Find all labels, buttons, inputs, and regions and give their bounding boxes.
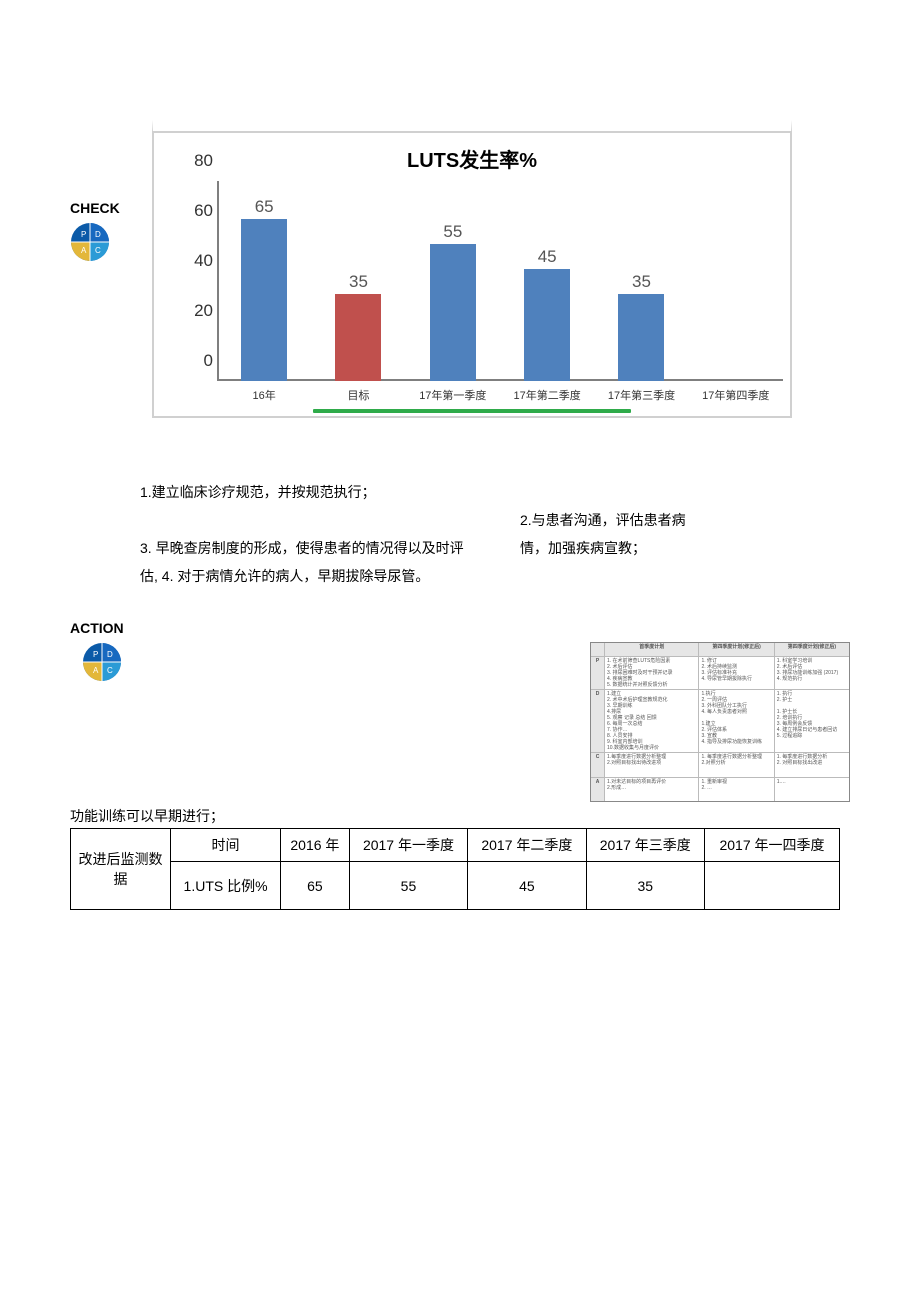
table-row: 改进后监测数据 时间 2016 年 2017 年一季度 2017 年二季度 20… — [71, 829, 840, 862]
tiny-cell: D — [591, 690, 605, 752]
action-plan-table: 首季度计划第四季度计划(修正后)第四季度计划(修正后)P1. 在术前筛查LUTS… — [590, 642, 850, 802]
tiny-row: C1.每季度进行数据分析整理 2.对照目标找出待改进项1. 每季度进行数据分析整… — [591, 753, 849, 778]
note-1: 1.建立临床诊疗规范，并按规范执行； — [140, 478, 850, 506]
note-3a — [140, 506, 520, 534]
cell-q3: 35 — [586, 862, 704, 910]
cell-q2: 45 — [468, 862, 586, 910]
tiny-cell: 1. 在术前筛查LUTS危险因素 2. 术后评估 3. 排尿困难时及时干预并记录… — [605, 657, 699, 689]
pdca-icon-2: P D A C — [82, 642, 122, 682]
x-labels: 16年目标17年第一季度17年第二季度17年第三季度17年第四季度 — [217, 387, 783, 403]
bar-value-label: 55 — [443, 222, 462, 242]
y-tick: 0 — [204, 351, 213, 371]
bar — [335, 294, 381, 382]
bar-value-label: 45 — [538, 247, 557, 267]
tiny-th: 首季度计划 — [605, 643, 699, 656]
th-q4: 2017 年一四季度 — [704, 829, 839, 862]
bar — [241, 219, 287, 382]
tiny-cell: 1.对未达目标的项目再评价 2.形成… — [605, 778, 699, 802]
tiny-cell: 1.建立 2. 术中术后护理宣教规范化 3. 早期训练 4.排尿 5. 观察 记… — [605, 690, 699, 752]
pdca-icon: P D A C — [70, 222, 110, 262]
cell-2016: 65 — [281, 862, 350, 910]
monitor-rowlabel: 改进后监测数据 — [71, 829, 171, 910]
note-3: 3. 早晚查房制度的形成，使得患者的情况得以及时评 — [140, 534, 520, 562]
bar-slot: 35 — [311, 181, 405, 381]
bar-slot: 55 — [406, 181, 500, 381]
training-note: 功能训练可以早期进行； — [70, 806, 850, 826]
bar-slot: 65 — [217, 181, 311, 381]
bar-value-label: 35 — [349, 272, 368, 292]
x-label: 17年第二季度 — [500, 387, 594, 403]
th-time: 时间 — [171, 829, 281, 862]
tiny-row: A1.对未达目标的项目再评价 2.形成…1. 重新审视 2. …1.… — [591, 778, 849, 802]
cell-q1: 55 — [349, 862, 467, 910]
tiny-cell: 1. 科室学习培训 2. 术后评估 3. 排尿功能训练加强 (2017) 4. … — [775, 657, 849, 689]
luts-chart: LUTS发生率% 0 20 40 60 80 65 35 55 45 35 16年目标17年第一… — [152, 120, 792, 418]
chart-title: LUTS发生率% — [153, 136, 791, 177]
bars-container: 65 35 55 45 35 — [217, 181, 783, 381]
bar-value-label: 65 — [255, 197, 274, 217]
action-section: ACTION P D A C 首季度计划第四季度计划(修正后)第四季度计划(修正… — [70, 620, 850, 802]
note-2b: 情，加强疾病宣教； — [520, 534, 850, 562]
th-2016: 2016 年 — [281, 829, 350, 862]
tiny-cell: C — [591, 753, 605, 777]
bar — [618, 294, 664, 382]
check-label: CHECK — [70, 200, 142, 216]
tiny-th: 第四季度计划(修正后) — [775, 643, 849, 656]
x-label: 目标 — [311, 387, 405, 403]
table-row: 1.UTS 比例% 65 55 45 35 — [71, 862, 840, 910]
th-q2: 2017 年二季度 — [468, 829, 586, 862]
tiny-cell: 1. 修订 2. 术后持续监测 3. 评估标准补充 4. 导尿管早期拔除执行 — [699, 657, 774, 689]
tiny-row: P1. 在术前筛查LUTS危险因素 2. 术后评估 3. 排尿困难时及时干预并记… — [591, 657, 849, 690]
svg-text:A: A — [93, 666, 99, 675]
action-label: ACTION — [70, 620, 850, 636]
tiny-row: D1.建立 2. 术中术后护理宣教规范化 3. 早期训练 4.排尿 5. 观察 … — [591, 690, 849, 753]
tiny-cell: A — [591, 778, 605, 802]
chart-area: 020406080 6535554535 16年目标17年第一季度17年第二季度… — [153, 177, 791, 407]
y-tick: 80 — [194, 151, 213, 171]
y-tick: 60 — [194, 201, 213, 221]
th-q3: 2017 年三季度 — [586, 829, 704, 862]
x-label: 17年第三季度 — [594, 387, 688, 403]
check-notes: 1.建立临床诊疗规范，并按规范执行； 2.与患者沟通，评估患者病 3. 早晚查房… — [140, 478, 850, 590]
y-axis: 020406080 — [171, 177, 217, 381]
bar-slot: 35 — [594, 181, 688, 381]
tiny-th — [591, 643, 605, 656]
x-label: 16年 — [217, 387, 311, 403]
tiny-cell: P — [591, 657, 605, 689]
cell-q4 — [704, 862, 839, 910]
check-section: CHECK P D A C LUTS发生率% 0 20 40 60 — [70, 120, 850, 418]
check-left: CHECK P D A C — [70, 120, 142, 262]
tiny-th: 第四季度计划(修正后) — [699, 643, 774, 656]
tiny-cell: 1. 重新审视 2. … — [699, 778, 774, 802]
note-4: 估, 4. 对于病情允许的病人，早期拔除导尿管。 — [140, 562, 850, 590]
svg-text:C: C — [107, 666, 113, 675]
bar-value-label: 35 — [632, 272, 651, 292]
metric-label: 1.UTS 比例% — [171, 862, 281, 910]
tiny-cell: 1.执行 2. 一周评估 3. 外科团队分工执行 4. 每人负责患者对照 1.建… — [699, 690, 774, 752]
svg-text:D: D — [95, 230, 101, 239]
tiny-cell: 1. 每季度进行数据分析 2. 对照目标找出改进 — [775, 753, 849, 777]
svg-text:A: A — [81, 246, 87, 255]
svg-text:C: C — [95, 246, 101, 255]
th-q1: 2017 年一季度 — [349, 829, 467, 862]
bar — [430, 244, 476, 382]
x-label: 17年第四季度 — [689, 387, 783, 403]
note-2a: 2.与患者沟通，评估患者病 — [520, 506, 850, 534]
svg-text:D: D — [107, 650, 113, 659]
svg-text:P: P — [93, 650, 98, 659]
tiny-cell: 1.每季度进行数据分析整理 2.对照目标找出待改进项 — [605, 753, 699, 777]
y-tick: 40 — [194, 251, 213, 271]
bar-slot: 45 — [500, 181, 594, 381]
monitor-table: 改进后监测数据 时间 2016 年 2017 年一季度 2017 年二季度 20… — [70, 828, 840, 910]
tiny-cell: 1. 每季度进行数据分析整理 2.对照分析 — [699, 753, 774, 777]
chart-bottom-accent — [313, 409, 631, 413]
bar-slot — [689, 181, 783, 381]
bar — [524, 269, 570, 382]
svg-text:P: P — [81, 230, 86, 239]
tiny-cell: 1. 执行 2. 护士 1. 护士长 2. 培训执行 3. 每周例会反馈 4. … — [775, 690, 849, 752]
x-label: 17年第一季度 — [406, 387, 500, 403]
y-tick: 20 — [194, 301, 213, 321]
tiny-cell: 1.… — [775, 778, 849, 802]
